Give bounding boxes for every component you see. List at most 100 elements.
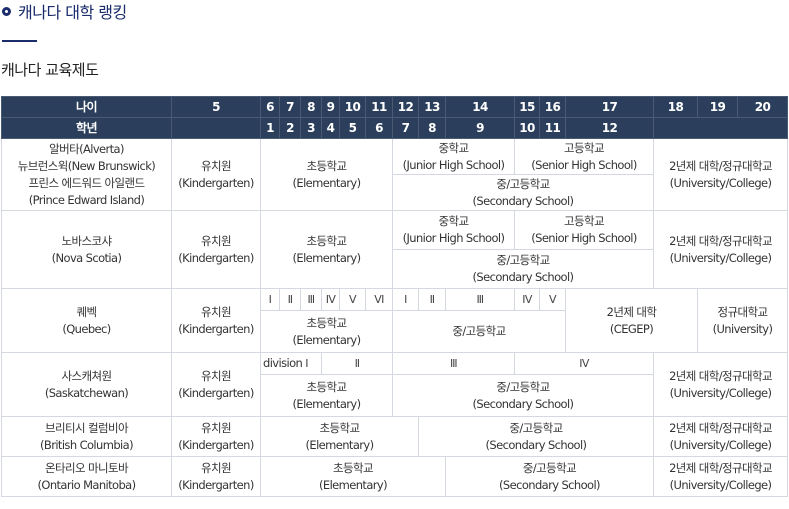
table-row: 온타리오 마니토바 (Ontario Manitoba) 유치원 (Kinderga… — [1, 456, 788, 497]
quebec-secondary-stage: Ⅳ — [514, 288, 540, 311]
province-cell: 온타리오 마니토바 (Ontario Manitoba) — [1, 456, 172, 497]
elementary-cell: 초등학교 (Elementary) — [260, 416, 419, 457]
page-title: 캐나다 대학 랭킹 — [0, 0, 127, 22]
age-header: 나이 — [1, 96, 172, 118]
grade-cell: 10 — [514, 117, 540, 139]
age-cell: 13 — [418, 96, 446, 118]
senior-high-cell: 고등학교 (Senior High School) — [514, 210, 654, 250]
age-cell: 11 — [365, 96, 393, 118]
junior-high-cell: 중학교 (Junior High School) — [392, 138, 515, 175]
kindergarten-cell: 유치원 (Kindergarten) — [171, 352, 261, 417]
education-system-table: 나이 5 6 7 8 9 10 11 12 13 14 15 16 17 18 … — [1, 96, 788, 497]
grade-cell: 11 — [539, 117, 566, 139]
bullet-icon — [2, 6, 11, 16]
table-row: 중/고등학교 (Secondary School) — [2, 174, 788, 211]
page-title-text: 캐나다 대학 랭킹 — [18, 3, 127, 22]
secondary-cell: 중/고등학교 (Secondary School) — [418, 416, 654, 457]
age-cell: 18 — [653, 96, 698, 118]
junior-high-cell: 중학교 (Junior High School) — [392, 210, 515, 250]
table-row: 초등학교 (Elementary) 중/고등학교 — [2, 310, 788, 353]
age-cell: 15 — [514, 96, 540, 118]
university-cell: 2년제 대학/정규대학교 (University/College) — [653, 138, 788, 211]
section-title: 캐나다 교육제도 — [1, 61, 99, 79]
grade-cell: 3 — [300, 117, 322, 139]
table-row: 노바스코샤 (Nova Scotia) 유치원 (Kindergarten) 초등학… — [1, 210, 788, 289]
quebec-elementary-stage: Ⅰ — [260, 288, 280, 311]
kindergarten-cell: 유치원 (Kindergarten) — [171, 456, 261, 497]
secondary-cell: 중/고등학교 (Secondary School) — [392, 174, 654, 211]
grade-cell: 1 — [260, 117, 280, 139]
grade-cell: 5 — [339, 117, 366, 139]
table-row: 사스캐쳐원 (Saskatchewan) 유치원 (Kindergarten) di… — [1, 352, 788, 417]
kindergarten-cell: 유치원 (Kindergarten) — [171, 138, 261, 211]
table-row: 중/고등학교 (Secondary School) — [2, 249, 788, 289]
age-cell: 19 — [697, 96, 738, 118]
secondary-cell: 중/고등학교 (Secondary School) — [392, 249, 654, 289]
grade-cell: 2 — [279, 117, 301, 139]
table-row: 퀘벡 (Quebec) 유치원 (Kindergarten) Ⅰ Ⅱ Ⅲ Ⅳ Ⅴ Ⅵ… — [1, 288, 788, 353]
age-row: 나이 5 6 7 8 9 10 11 12 13 14 15 16 17 18 … — [1, 96, 788, 118]
sask-division-cell: Ⅳ — [514, 352, 654, 375]
age-cell: 17 — [565, 96, 654, 118]
age-cell: 20 — [737, 96, 788, 118]
quebec-elementary-stage: Ⅴ — [339, 288, 366, 311]
university-cell: 2년제 대학/정규대학교 (University/College) — [653, 210, 788, 289]
age-cell: 10 — [339, 96, 366, 118]
age-cell: 6 — [260, 96, 280, 118]
age-cell: 9 — [321, 96, 340, 118]
province-cell: 사스캐쳐원 (Saskatchewan) — [1, 352, 172, 417]
secondary-cell: 중/고등학교 — [392, 310, 566, 353]
age-cell: 16 — [539, 96, 566, 118]
kindergarten-cell: 유치원 (Kindergarten) — [171, 416, 261, 457]
table-row: 초등학교 (Elementary) 중/고등학교 (Secondary School… — [2, 374, 788, 417]
secondary-cell: 중/고등학교 (Secondary School) — [445, 456, 654, 497]
quebec-elementary-stage: Ⅲ — [300, 288, 322, 311]
quebec-secondary-stage: Ⅴ — [539, 288, 566, 311]
elementary-cell: 초등학교 (Elementary) — [260, 310, 393, 353]
elementary-cell: 초등학교 (Elementary) — [260, 374, 393, 417]
elementary-cell: 초등학교 (Elementary) — [260, 138, 393, 211]
province-cell: 퀘벡 (Quebec) — [1, 288, 172, 353]
quebec-elementary-stage: Ⅵ — [365, 288, 393, 311]
quebec-university-cell: 정규대학교 (University) — [697, 288, 788, 353]
university-cell: 2년제 대학/정규대학교 (University/College) — [653, 352, 788, 417]
title-underline — [2, 40, 37, 42]
quebec-secondary-stage: Ⅰ — [392, 288, 419, 311]
kindergarten-cell: 유치원 (Kindergarten) — [171, 210, 261, 289]
quebec-elementary-stage: Ⅳ — [321, 288, 340, 311]
kindergarten-cell: 유치원 (Kindergarten) — [171, 288, 261, 353]
sask-division-cell: division Ⅰ — [260, 352, 322, 375]
grade-cell: 6 — [365, 117, 393, 139]
senior-high-cell: 고등학교 (Senior High School) — [514, 138, 654, 175]
sask-division-cell: Ⅱ — [321, 352, 393, 375]
table-row: 브리티시 컬럼비아 (British Columbia) 유치원 (Kinderga… — [1, 416, 788, 457]
grade-cell: 8 — [418, 117, 446, 139]
grade-header: 학년 — [1, 117, 172, 139]
university-cell: 2년제 대학/정규대학교 (University/College) — [653, 416, 788, 457]
age-cell: 8 — [300, 96, 322, 118]
secondary-cell: 중/고등학교 (Secondary School) — [392, 374, 654, 417]
grade-cell-empty — [171, 117, 261, 139]
age-cell: 7 — [279, 96, 301, 118]
grade-row: 학년 1 2 3 4 5 6 7 8 9 10 11 12 — [1, 117, 788, 139]
quebec-secondary-stage: Ⅲ — [445, 288, 515, 311]
province-cell: 노바스코샤 (Nova Scotia) — [1, 210, 172, 289]
elementary-cell: 초등학교 (Elementary) — [260, 210, 393, 289]
age-cell: 5 — [171, 96, 261, 118]
quebec-elementary-stage: Ⅱ — [279, 288, 301, 311]
age-cell: 12 — [392, 96, 419, 118]
quebec-secondary-stage: Ⅱ — [418, 288, 446, 311]
table-row: 알버타(Alverta) 뉴브런스윅(New Brunswick) 프린스 에드… — [1, 138, 788, 211]
sask-division-cell: Ⅲ — [392, 352, 515, 375]
age-cell: 14 — [445, 96, 515, 118]
province-cell: 알버타(Alverta) 뉴브런스윅(New Brunswick) 프린스 에드… — [1, 138, 172, 211]
grade-cell: 12 — [565, 117, 654, 139]
grade-cell: 4 — [321, 117, 340, 139]
grade-cell: 9 — [445, 117, 515, 139]
province-cell: 브리티시 컬럼비아 (British Columbia) — [1, 416, 172, 457]
grade-cell-empty — [653, 117, 788, 139]
grade-cell: 7 — [392, 117, 419, 139]
cegep-cell: 2년제 대학 (CEGEP) — [565, 288, 698, 353]
university-cell: 2년제 대학/정규대학교 (University/College) — [653, 456, 788, 497]
elementary-cell: 초등학교 (Elementary) — [260, 456, 446, 497]
